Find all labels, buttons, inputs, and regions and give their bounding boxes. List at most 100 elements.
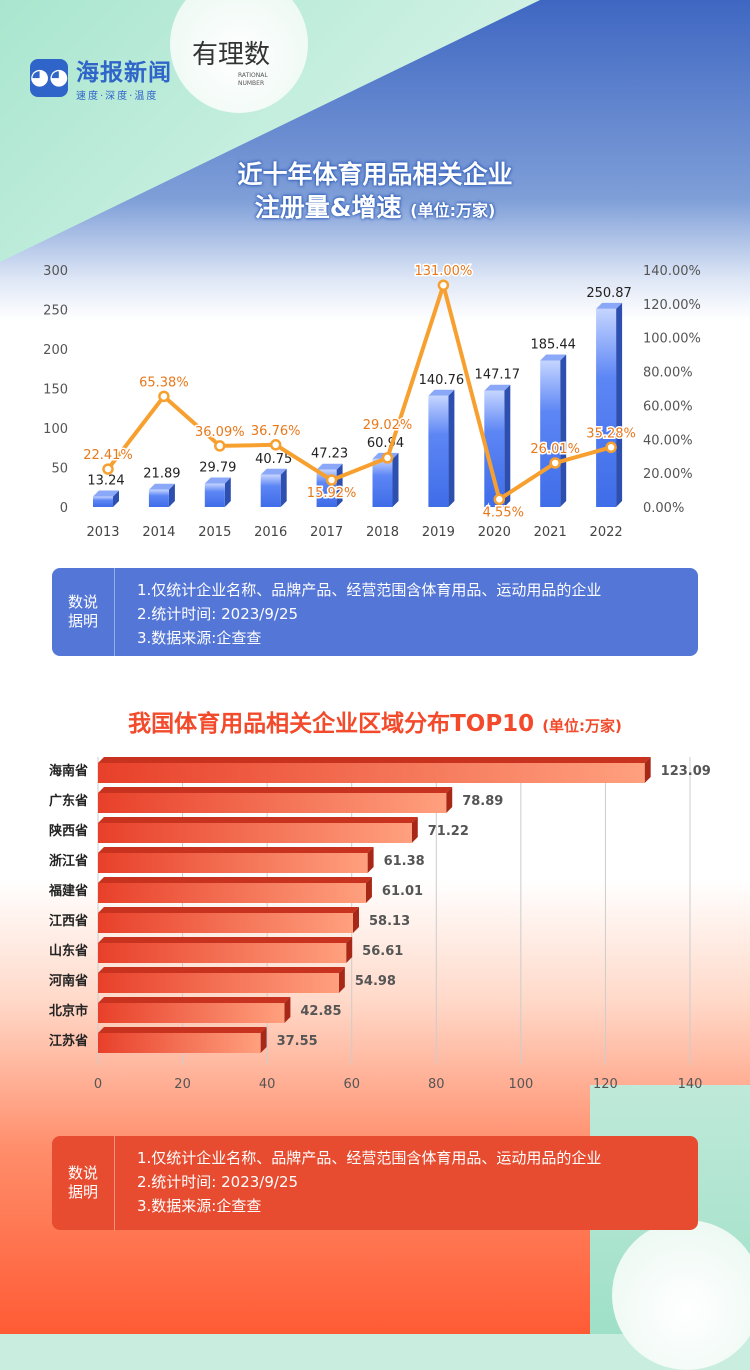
note1-line: 2.统计时间: 2023/9/25	[137, 605, 299, 623]
category-label: 广东省	[49, 793, 88, 809]
bar-side	[644, 757, 651, 783]
bar-top	[428, 389, 455, 396]
category-label: 河南省	[49, 973, 88, 989]
x-tick-label: 80	[428, 1077, 445, 1092]
bar-data-label: 29.79	[199, 460, 236, 475]
y-tick-label: 300	[43, 264, 68, 279]
bar-top	[98, 997, 291, 1003]
bar-data-label: 61.01	[382, 884, 423, 899]
line-point	[269, 439, 282, 451]
note2-line: 1.仅统计企业名称、品牌产品、经营范围含体育用品、运动用品的企业	[137, 1149, 602, 1167]
line-point	[102, 463, 114, 475]
note1-line: 3.数据来源:企查查	[137, 629, 262, 647]
bar-data-label: 60.94	[367, 436, 404, 451]
y2-tick-label: 120.00%	[643, 298, 701, 313]
bar	[540, 360, 561, 507]
line-point	[605, 441, 617, 454]
bar	[98, 913, 354, 933]
bar-top	[596, 302, 623, 309]
bar-side	[280, 468, 287, 507]
y-tick-label: 50	[51, 462, 68, 477]
bar-data-label: 47.23	[311, 447, 348, 462]
category-label: 江苏省	[49, 1033, 88, 1049]
y-tick-label: 100	[43, 422, 68, 437]
x-tick-label: 140	[678, 1077, 703, 1092]
bar	[372, 458, 393, 507]
bar-top	[484, 384, 511, 391]
bar-side	[616, 302, 623, 507]
seal-icon: ◕◕	[30, 58, 68, 97]
x-tick-label: 60	[343, 1077, 360, 1092]
bar	[98, 883, 366, 903]
x-tick-label: 2021	[534, 525, 567, 540]
x-tick-label: 0	[94, 1077, 102, 1092]
y2-tick-label: 80.00%	[643, 366, 693, 381]
bar-data-label: 185.44	[530, 338, 576, 353]
bar-side	[367, 847, 374, 873]
bar	[98, 1003, 285, 1023]
x-tick-label: 2017	[310, 525, 343, 540]
line-data-label: 65.38%	[139, 375, 189, 390]
bar	[98, 823, 412, 843]
bar-top	[98, 817, 418, 823]
decor-circle	[612, 1220, 750, 1370]
brand-logo: ◕◕ 海报新闻 速度·深度·温度	[30, 53, 172, 102]
chart2-title-text: 我国体育用品相关企业区域分布TOP10	[128, 711, 535, 737]
bar-data-label: 123.09	[661, 764, 711, 779]
bar-side	[446, 787, 453, 813]
bar-data-label: 58.13	[369, 914, 410, 929]
bar-data-label: 78.89	[462, 794, 503, 809]
bar-top	[93, 490, 119, 497]
bar-top	[540, 354, 567, 361]
note2-label: 数说 据明	[52, 1136, 115, 1230]
line-data-label: 36.76%	[251, 424, 301, 439]
bar-data-label: 147.17	[475, 368, 521, 383]
line-data-label: 22.41%	[83, 448, 133, 463]
chart1-title-line2: 注册量&增速	[254, 193, 402, 222]
bar	[98, 973, 339, 993]
bar	[98, 943, 347, 963]
line-data-label: 35.28%	[586, 426, 636, 441]
y2-tick-label: 0.00%	[643, 501, 684, 516]
y2-tick-label: 60.00%	[643, 399, 693, 414]
bar	[98, 853, 368, 873]
bar	[260, 474, 281, 507]
x-tick-label: 100	[508, 1077, 533, 1092]
bar	[484, 390, 505, 507]
category-label: 陕西省	[49, 823, 88, 839]
line-data-label: 4.55%	[483, 505, 524, 520]
bar	[428, 395, 449, 507]
x-tick-label: 2019	[422, 525, 455, 540]
line-point	[325, 474, 338, 486]
x-tick-label: 2016	[254, 525, 287, 540]
bar-side	[113, 490, 119, 507]
bar	[204, 483, 225, 507]
chart2-unit: (单位:万家)	[542, 717, 622, 735]
note1-label: 数说 据明	[52, 568, 115, 656]
line-data-label: 26.01%	[530, 442, 580, 457]
x-tick-label: 40	[259, 1077, 276, 1092]
column-logo: 有理数 RATIONAL NUMBER	[192, 40, 271, 87]
bar-top	[98, 787, 453, 793]
y-tick-label: 250	[43, 304, 68, 319]
bar-side	[224, 477, 231, 507]
category-label: 海南省	[49, 763, 88, 779]
line-point	[493, 493, 506, 506]
line-point	[214, 440, 226, 452]
line-data-label: 15.92%	[307, 486, 357, 501]
bar-top	[98, 877, 372, 883]
line-data-label: 36.09%	[195, 425, 245, 440]
bar-data-label: 250.87	[586, 286, 632, 301]
chart2-hbar: 0 20 40 60 80 100 120 140 海南省 123.09 广东省 78.89 陕西省 71…	[48, 757, 711, 1092]
bar-data-label: 42.85	[300, 1004, 341, 1019]
bar-data-label: 40.75	[255, 452, 292, 467]
note2-line: 3.数据来源:企查查	[137, 1197, 262, 1215]
bar-data-label: 37.55	[277, 1034, 318, 1049]
category-label: 福建省	[48, 883, 88, 899]
bar-side	[392, 452, 399, 507]
y-tick-label: 0	[60, 501, 68, 516]
bar-data-label: 21.89	[143, 467, 180, 482]
bar	[98, 1033, 261, 1053]
bar-side	[353, 907, 360, 933]
column-logo-text: 有理数	[192, 40, 271, 70]
